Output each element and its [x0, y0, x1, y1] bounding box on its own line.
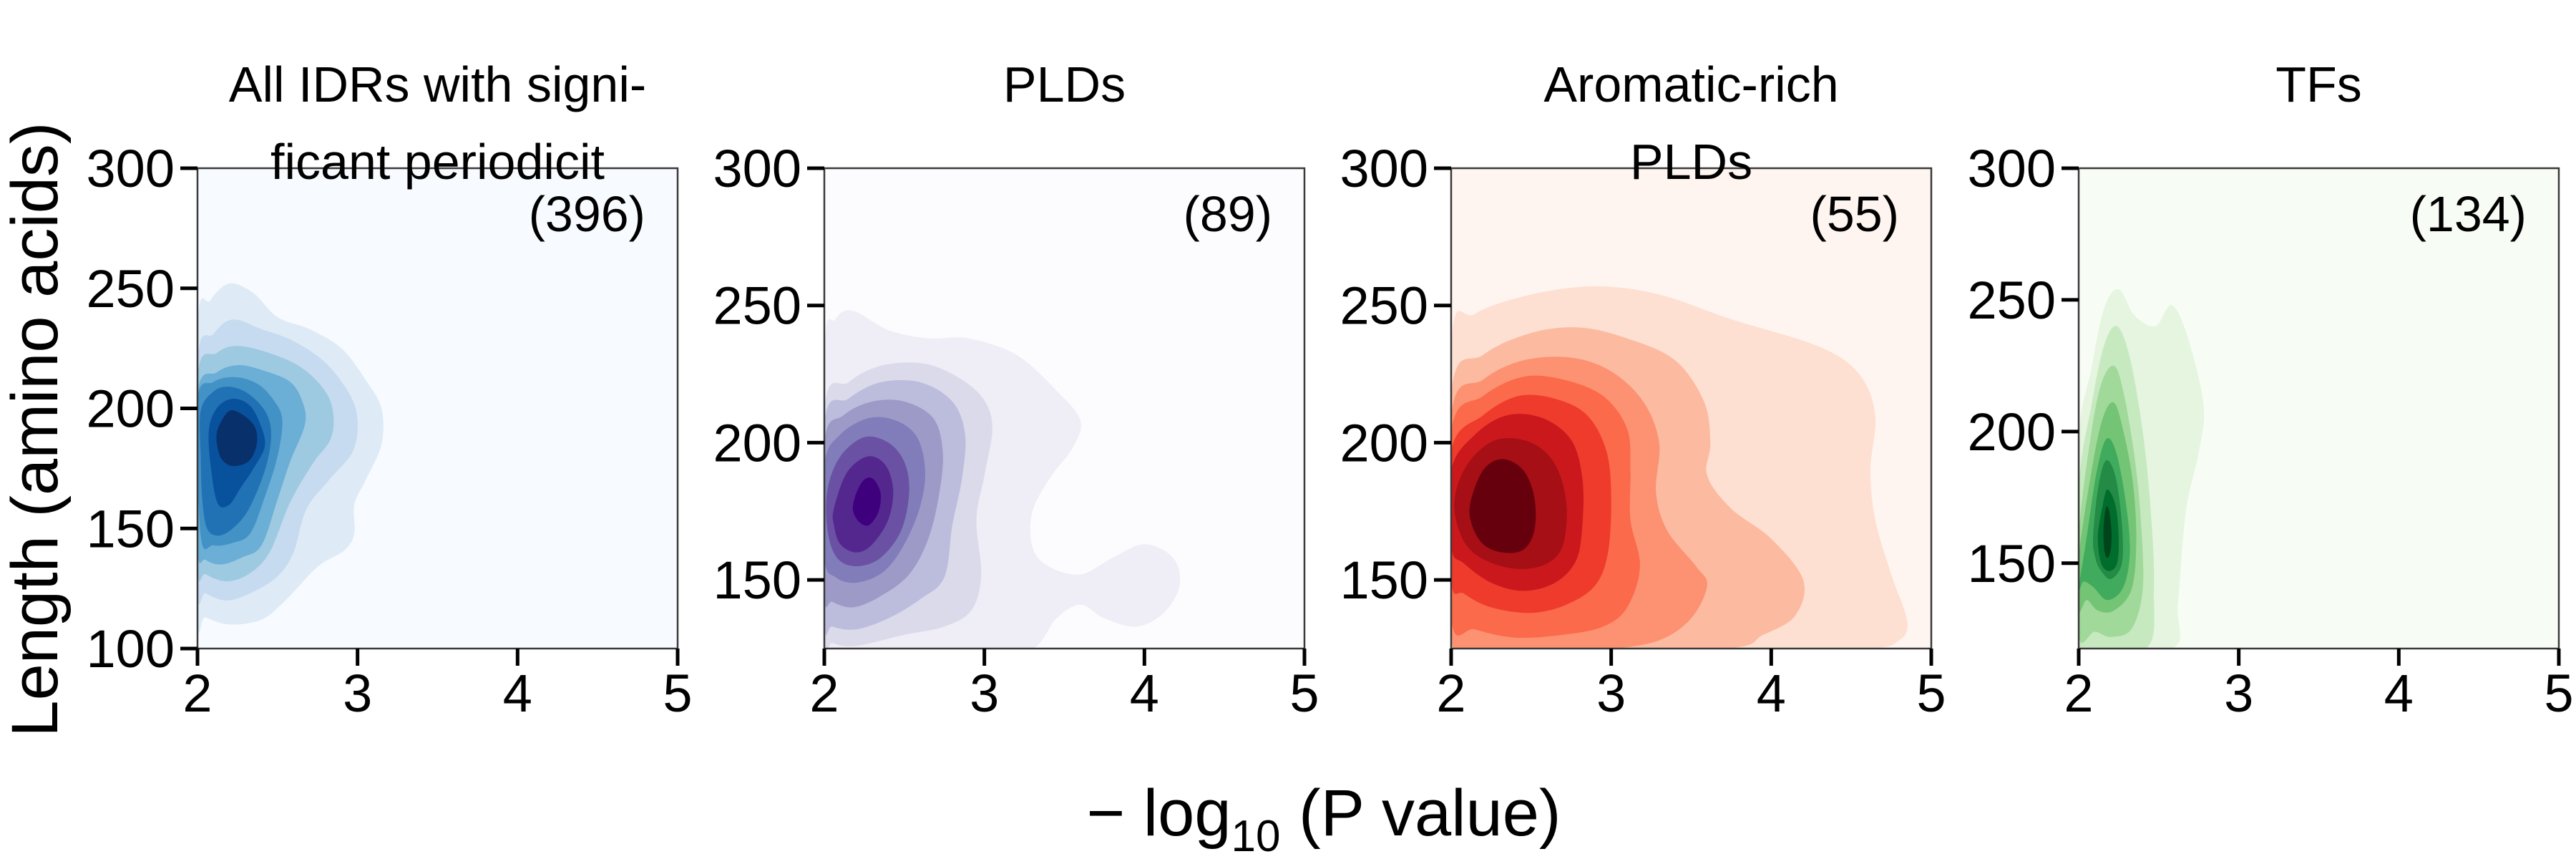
- y-tick-label: 200: [1968, 402, 2056, 462]
- x-tick-label: 2: [809, 664, 839, 723]
- y-axis-label: Length (amino acids): [0, 122, 72, 737]
- x-tick-label: 2: [182, 664, 212, 723]
- x-tick-label: 2: [1436, 664, 1465, 723]
- x-tick-label: 4: [2384, 664, 2414, 723]
- x-axis-label: − log10 (P value): [1086, 777, 1561, 859]
- y-tick-label: 300: [1340, 139, 1428, 198]
- contour-group: [2079, 289, 2205, 649]
- y-tick-label: 200: [87, 379, 175, 439]
- contour-level-8: [1469, 459, 1536, 553]
- panel-title: PLDs: [1003, 57, 1126, 112]
- contour-level-8: [216, 410, 258, 467]
- contour-group: [197, 283, 384, 633]
- x-axis-label-prefix: − log: [1086, 777, 1231, 850]
- y-tick-label: 200: [713, 413, 801, 472]
- y-tick-label: 250: [713, 276, 801, 336]
- axes-frame: [823, 167, 1306, 650]
- panel-title: All IDRs with signi-: [229, 57, 646, 112]
- y-tick-label: 150: [87, 499, 175, 558]
- panel-title: ficant periodicit: [270, 134, 605, 190]
- count-label: (134): [2410, 186, 2527, 242]
- count-label: (55): [1810, 186, 1899, 242]
- x-tick-label: 5: [1289, 664, 1319, 723]
- panel-title: Aromatic-rich: [1543, 57, 1838, 112]
- count-label: (396): [529, 186, 645, 242]
- contour-level-8: [852, 477, 881, 526]
- x-tick-label: 3: [343, 664, 372, 723]
- panel-2: 150 200 250 300 2 3 4 5 PLDs (89): [713, 57, 1319, 723]
- contour-group: [824, 310, 1181, 649]
- x-tick-label: 3: [2224, 664, 2253, 723]
- y-tick-label: 150: [713, 550, 801, 610]
- y-tick-label: 300: [1968, 139, 2056, 198]
- y-tick-label: 250: [1968, 271, 2056, 330]
- panel-title: PLDs: [1630, 134, 1752, 190]
- panels: 100 150 200 250 300 2 3 4 5 All IDRs with signi-f…: [87, 57, 2574, 723]
- x-axis-label-subscript: 10: [1231, 812, 1281, 859]
- x-tick-label: 2: [2064, 664, 2093, 723]
- y-tick-label: 300: [87, 139, 175, 198]
- count-label: (89): [1184, 186, 1272, 242]
- axes-frame: [2077, 167, 2560, 650]
- x-tick-label: 3: [1596, 664, 1626, 723]
- contour-level-8: [2103, 506, 2112, 558]
- x-tick-label: 3: [970, 664, 999, 723]
- axes-frame: [1450, 167, 1933, 650]
- contour-group: [1451, 286, 1908, 649]
- x-tick-label: 4: [1757, 664, 1786, 723]
- x-tick-label: 4: [503, 664, 532, 723]
- x-tick-label: 4: [1130, 664, 1159, 723]
- panel-3: 150 200 250 300 2 3 4 5 Aromatic-rich PLDs (55): [1340, 57, 1946, 723]
- y-tick-label: 300: [713, 139, 801, 198]
- y-tick-label: 150: [1340, 550, 1428, 610]
- x-axis-label-suffix: (P value): [1280, 777, 1561, 850]
- panel-title: TFs: [2275, 57, 2362, 112]
- x-tick-label: 5: [2544, 664, 2573, 723]
- panel-4: 150 200 250 300 2 3 4 5 TFs (134): [1968, 57, 2574, 723]
- y-tick-label: 200: [1340, 413, 1428, 472]
- y-tick-label: 250: [87, 259, 175, 319]
- y-tick-label: 250: [1340, 276, 1428, 336]
- panel-1: 100 150 200 250 300 2 3 4 5 All IDRs with signi-f…: [87, 57, 693, 723]
- y-tick-label: 100: [87, 619, 175, 679]
- x-tick-label: 5: [663, 664, 692, 723]
- x-tick-label: 5: [1916, 664, 1946, 723]
- y-tick-label: 150: [1968, 534, 2056, 593]
